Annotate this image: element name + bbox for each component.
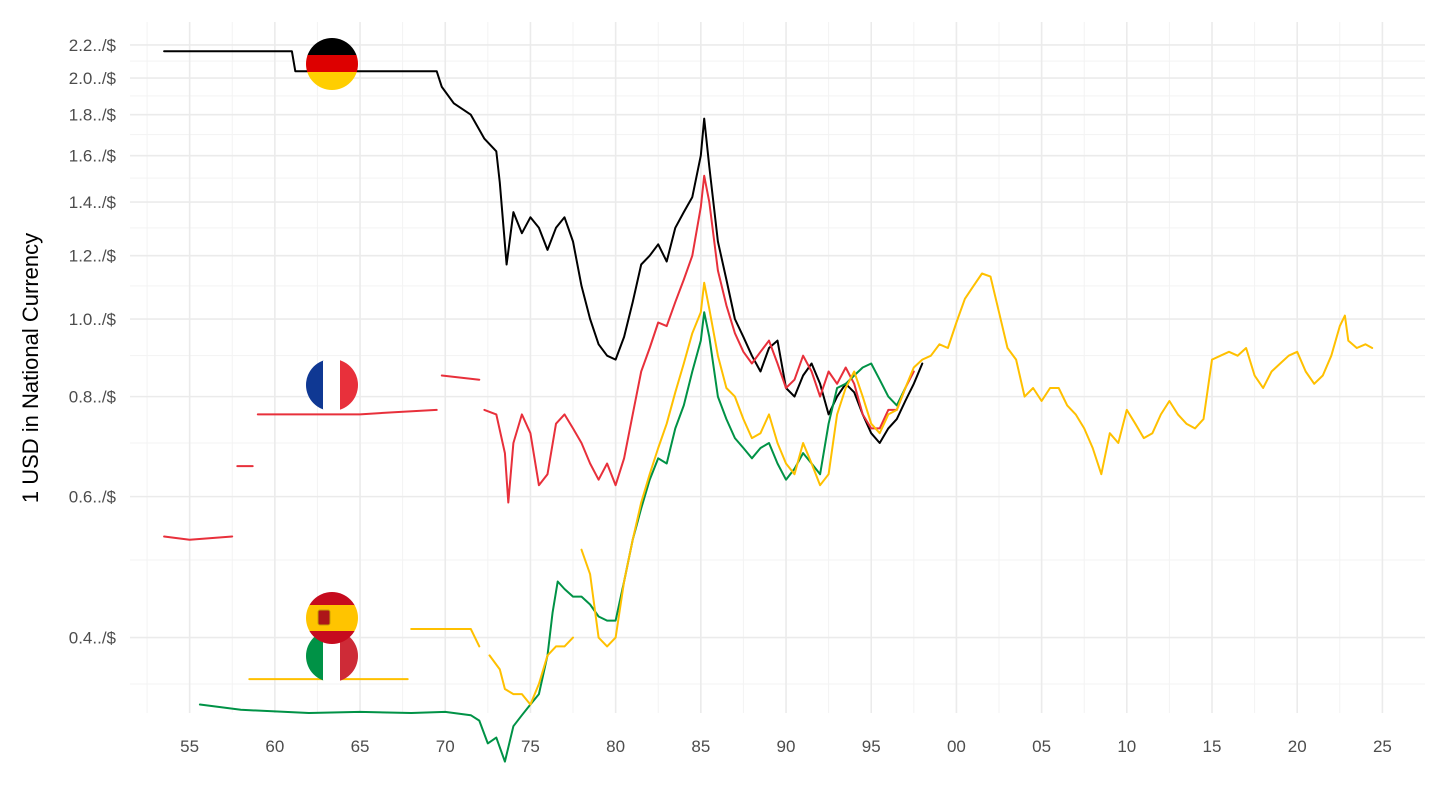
x-tick-label: 60 — [265, 737, 284, 756]
y-tick-label: 1.8../$ — [69, 106, 117, 125]
y-tick-label: 0.6../$ — [69, 488, 117, 507]
y-tick-label: 2.0../$ — [69, 69, 117, 88]
x-tick-label: 05 — [1032, 737, 1051, 756]
x-tick-label: 55 — [180, 737, 199, 756]
y-axis-ticks: 0.4../$ 0.6../$ 0.8../$ 1.0../$ 1.2../$ 1.4..… — [69, 36, 117, 648]
flag-spain-icon — [306, 592, 358, 644]
x-tick-label: 20 — [1288, 737, 1307, 756]
y-tick-label: 1.6../$ — [69, 147, 117, 166]
grid — [130, 22, 1425, 713]
x-tick-label: 25 — [1373, 737, 1392, 756]
y-tick-label: 1.4../$ — [69, 193, 117, 212]
y-axis-title: 1 USD in National Currency — [18, 233, 43, 503]
x-tick-label: 00 — [947, 737, 966, 756]
x-tick-label: 80 — [606, 737, 625, 756]
y-tick-label: 0.8../$ — [69, 388, 117, 407]
y-tick-label: 2.2../$ — [69, 36, 117, 55]
x-tick-label: 85 — [691, 737, 710, 756]
x-tick-label: 95 — [862, 737, 881, 756]
series-line-spain — [248, 272, 1374, 706]
flag-legend — [306, 38, 358, 682]
flag-germany-icon — [306, 38, 358, 90]
x-tick-label: 65 — [351, 737, 370, 756]
x-tick-label: 75 — [521, 737, 540, 756]
series-line-france — [163, 174, 915, 541]
y-tick-label: 1.2../$ — [69, 247, 117, 266]
x-tick-label: 15 — [1203, 737, 1222, 756]
x-tick-label: 10 — [1117, 737, 1136, 756]
series-line-germany — [163, 50, 924, 444]
y-tick-label: 1.0../$ — [69, 310, 117, 329]
flag-italy-icon — [306, 630, 358, 682]
x-axis-ticks: 55 60 65 70 75 80 85 90 95 00 05 10 15 20 25 — [180, 737, 1392, 756]
series-line-italy — [198, 311, 907, 763]
x-tick-label: 90 — [777, 737, 796, 756]
x-tick-label: 70 — [436, 737, 455, 756]
flag-france-icon — [306, 359, 358, 411]
y-tick-label: 0.4../$ — [69, 629, 117, 648]
